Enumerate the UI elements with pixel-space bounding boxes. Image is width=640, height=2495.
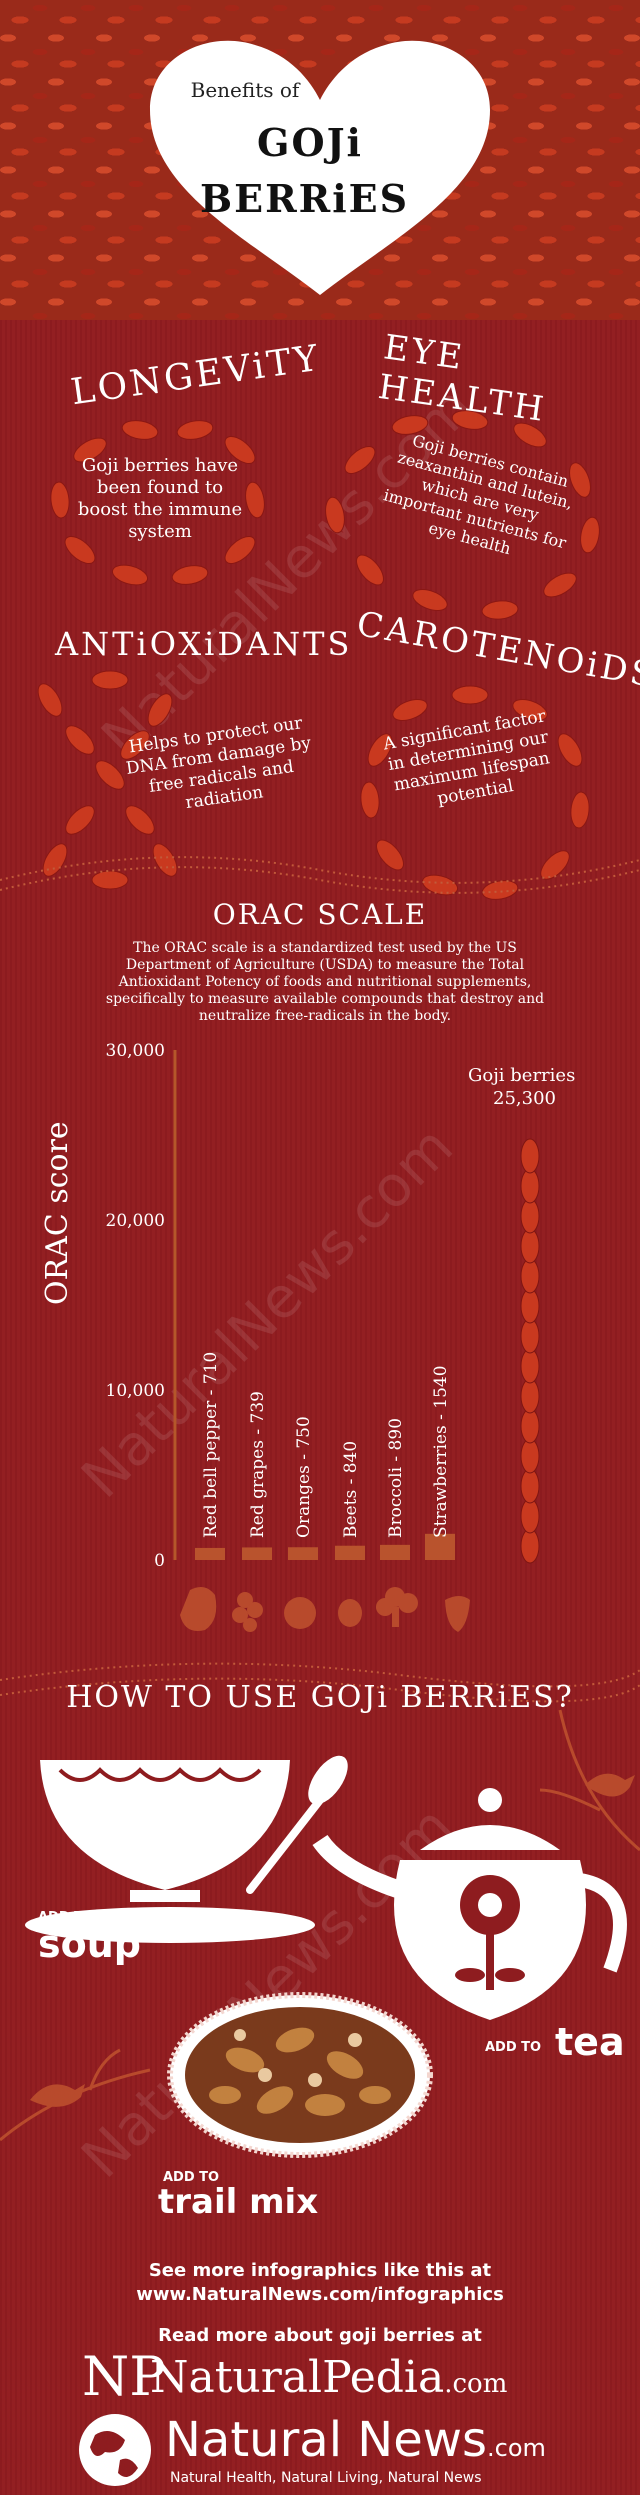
naturalpedia-tld: .com [444,2369,508,2399]
y-tick-label: 20,000 [106,1211,165,1231]
trail-mix-label: trail mix [158,2182,319,2222]
bar-label: Beets - 840 [341,1441,361,1538]
strawberry-icon [445,1596,470,1632]
goji-berry-mark [520,1198,540,1234]
naturalnews-tagline: Natural Health, Natural Living, Natural … [170,2470,482,2486]
orange-icon [284,1597,316,1629]
produce-icons [180,1586,470,1632]
benefit-berry-wreaths [37,410,600,900]
benefit-text-longevity: Goji berries have been found to boost th… [77,455,243,542]
bird-branch-right [539,1709,640,1852]
spoon-icon [246,1796,324,1894]
y-tick-label: 30,000 [106,1041,165,1061]
goji-berry-mark [520,1258,540,1294]
soup-label: soup [38,1922,141,1966]
tea-add-to: ADD TO [485,2040,542,2055]
trail-mix-illustration [167,1992,433,2158]
bar-label: Strawberries - 1540 [431,1365,451,1538]
hero-title-berries: BERRiES [200,176,410,221]
orac-title: ORAC SCALE [212,898,428,931]
bar-label: Oranges - 750 [294,1416,314,1538]
trail-mix-add-to: ADD TO [163,2170,220,2185]
naturalnews-name-text: Natural News [165,2412,488,2468]
hero-title-goji: GOJi [257,120,363,165]
goji-label: Goji berries [468,1065,576,1086]
goji-berry-mark [520,1138,540,1174]
uses-title: HOW TO USE GOJi BERRiES? [66,1680,574,1715]
footer-line1: See more infographics like this at [148,2260,492,2281]
y-tick-label: 10,000 [106,1381,165,1401]
soup-add-to: ADD TO [38,1910,95,1925]
hero-berry-banner: Benefits of GOJi BERRiES [0,0,640,320]
bar [288,1547,318,1560]
naturalpedia-name-text: NaturalPedia [150,2352,445,2403]
y-tick-label: 0 [154,1551,165,1571]
teapot-illustration [312,1788,627,2020]
hero-line1: Benefits of [190,78,300,102]
goji-berry-mark [520,1438,540,1474]
bar-label: Red grapes - 739 [248,1391,268,1538]
orac-description: The ORAC scale is a standardized test us… [105,940,545,1024]
bar-label: Broccoli - 890 [386,1418,406,1538]
bird-icon [30,2084,85,2107]
bar [425,1533,455,1560]
teapot-spout-icon [312,1834,403,1899]
goji-berry-mark [520,1168,540,1204]
goji-berry-mark [520,1468,540,1504]
goji-berry-mark [520,1348,540,1384]
teapot-handle-icon [578,1873,627,1973]
goji-berry-mark [520,1408,540,1444]
bar [335,1545,365,1560]
bar [195,1547,225,1560]
goji-berry-mark [520,1318,540,1354]
heart-shape [150,40,490,296]
goji-berry-mark [520,1378,540,1414]
bird-icon [585,1773,635,1797]
naturalnews-name[interactable]: Natural News.com [165,2412,546,2468]
bell-pepper-icon [180,1586,217,1631]
chart-ylabel: ORAC score [40,1121,75,1305]
naturalnews-tld: .com [487,2434,546,2462]
dotted-wave-divider-2 [0,1662,640,1703]
bar [380,1544,410,1560]
tea-label: tea [555,2020,625,2064]
goji-value: 25,300 [493,1088,556,1109]
naturalpedia-name[interactable]: NaturalPedia.com [150,2352,507,2403]
soup-bowl-illustration [25,1755,348,1943]
benefit-title-antioxidants: ANTiOXiDANTS [55,625,353,663]
bird-branch-left [0,2048,151,2142]
grapes-icon [237,1592,253,1608]
bar-label: Red bell pepper - 710 [201,1352,221,1538]
footer-line3: Read more about goji berries at [158,2325,482,2346]
beet-icon [338,1599,362,1627]
goji-berry-mark [520,1498,540,1534]
footer-infographics-link[interactable]: www.NaturalNews.com/infographics [136,2284,504,2305]
goji-berry-mark [520,1228,540,1264]
goji-berry-mark [520,1288,540,1324]
globe-icon [79,2414,151,2486]
goji-berry-mark [520,1528,540,1564]
naturalpedia-logo-mark: NP [82,2345,166,2408]
dotted-wave-divider [0,856,640,894]
bar [242,1547,272,1560]
